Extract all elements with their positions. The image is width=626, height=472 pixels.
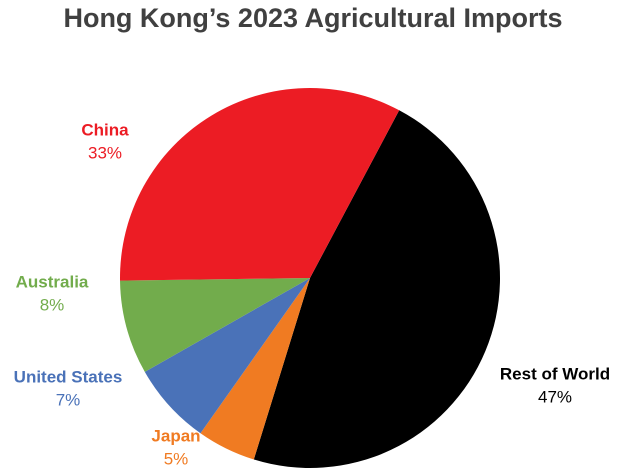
slice-label: China xyxy=(81,120,129,139)
slice-value-label: 47% xyxy=(538,387,572,406)
slice-label: Japan xyxy=(151,426,200,445)
pie-slice xyxy=(253,110,501,469)
slice-value-label: 8% xyxy=(40,295,65,314)
pie-slice xyxy=(200,278,310,460)
chart-title: Hong Kong’s 2023 Agricultural Imports xyxy=(63,3,562,33)
slice-value-label: 7% xyxy=(56,390,81,409)
slice-value-label: 5% xyxy=(164,449,189,468)
pie-slice xyxy=(120,278,310,372)
pie-slice xyxy=(144,278,310,434)
pie-slice xyxy=(120,87,400,281)
slice-label: United States xyxy=(14,367,123,386)
slice-value-label: 33% xyxy=(88,143,122,162)
slice-label: Rest of World xyxy=(500,364,610,383)
slice-label: Australia xyxy=(16,272,89,291)
